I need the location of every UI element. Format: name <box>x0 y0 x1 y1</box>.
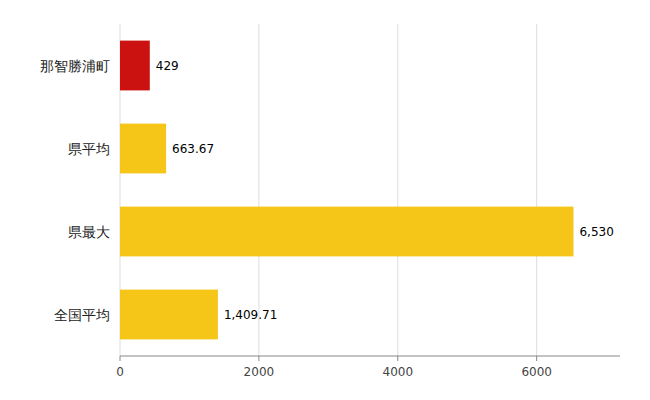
data-label: 1,409.71 <box>224 308 277 322</box>
bar <box>120 41 150 91</box>
chart: 0 2000 4000 6000 那智勝浦町県平均県最大全国平均 429 663.67 6,5… <box>0 0 650 400</box>
tick-mark <box>120 356 121 361</box>
category-label: 那智勝浦町 <box>40 58 110 74</box>
bars <box>120 41 573 340</box>
tick-mark <box>536 356 537 361</box>
grid-line <box>258 24 259 356</box>
tick-label: 0 <box>116 365 124 379</box>
chart-container: 0 2000 4000 6000 那智勝浦町県平均県最大全国平均 429 663.67 6,5… <box>0 0 650 400</box>
data-label: 663.67 <box>172 142 214 156</box>
tick-mark <box>397 356 398 361</box>
category-label: 県最大 <box>68 224 110 240</box>
data-label: 6,530 <box>579 225 613 239</box>
grid-line <box>536 24 537 356</box>
data-labels: 429 663.67 6,530 1,409.71 <box>156 59 614 322</box>
bar <box>120 290 218 340</box>
bar <box>120 124 166 174</box>
x-axis: 0 2000 4000 6000 <box>116 356 620 379</box>
category-label: 全国平均 <box>54 307 110 323</box>
tick-mark <box>258 356 259 361</box>
tick-label: 2000 <box>244 365 275 379</box>
grid-line <box>397 24 398 356</box>
axis-line <box>120 356 620 357</box>
data-label: 429 <box>156 59 179 73</box>
category-label: 県平均 <box>68 141 110 157</box>
bar <box>120 207 573 257</box>
grid <box>120 24 537 356</box>
tick-label: 6000 <box>521 365 552 379</box>
y-axis: 那智勝浦町県平均県最大全国平均 <box>40 58 110 323</box>
tick-label: 4000 <box>383 365 414 379</box>
